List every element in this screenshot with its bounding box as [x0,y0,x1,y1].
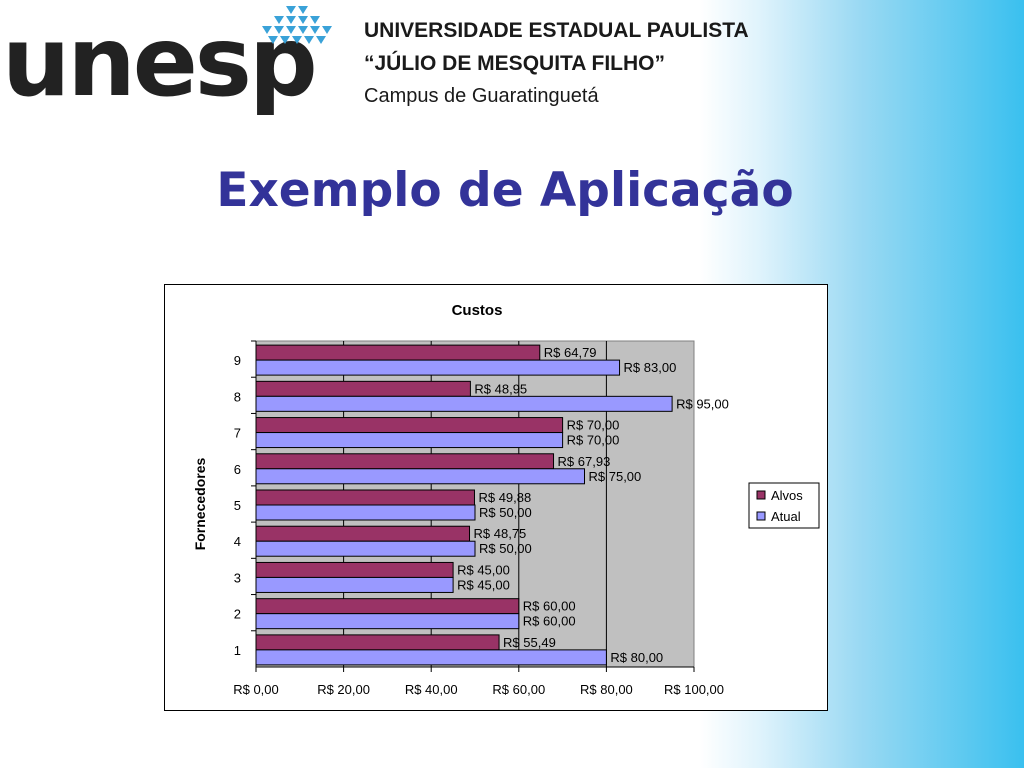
unesp-logo-icon [262,6,332,44]
bar-atual [255,649,607,666]
y-tick-label: 2 [234,607,241,622]
data-label-alvos: R$ 55,49 [503,635,556,650]
bar-alvos [255,561,454,578]
y-tick-label: 9 [234,353,241,368]
chart-container: Custos R$ 0,00 R$ 20,00 R$ 40,00 R$ 60,00 R$ … [164,284,828,711]
y-tick-label: 3 [234,570,241,585]
y-tick-label: 4 [234,534,241,549]
legend-swatch-alvos [756,490,766,500]
bar-atual [255,576,454,593]
x-tick-label: R$ 60,00 [492,682,545,697]
y-axis-title: Fornecedores [192,457,208,550]
bar-alvos [255,525,471,542]
bar-alvos [255,489,475,506]
bar-atual [255,613,520,630]
data-label-alvos: R$ 48,75 [474,526,527,541]
bar-alvos [255,417,564,434]
y-tick-label: 8 [234,389,241,404]
bar-atual [255,359,621,376]
data-label-atual: R$ 83,00 [624,360,677,375]
data-label-alvos: R$ 64,79 [544,345,597,360]
x-tick-label: R$ 40,00 [405,682,458,697]
chart-title: Custos [452,302,503,319]
bar-alvos [255,453,555,470]
university-subtitle: “JÚLIO DE MESQUITA FILHO” [364,52,666,75]
bar-atual [255,540,476,557]
data-label-alvos: R$ 48,95 [474,381,527,396]
data-label-atual: R$ 80,00 [610,650,663,665]
legend-label-alvos: Alvos [771,488,803,503]
data-label-atual: R$ 50,00 [479,505,532,520]
y-tick-label: 7 [234,426,241,441]
data-label-atual: R$ 95,00 [676,396,729,411]
data-label-atual: R$ 60,00 [523,614,576,629]
bar-atual [255,432,564,449]
bar-atual [255,395,673,412]
slide-title: Exemplo de Aplicação [216,163,794,218]
bar-alvos [255,344,541,361]
data-label-alvos: R$ 49,88 [478,490,531,505]
x-tick-label: R$ 80,00 [580,682,633,697]
university-name: UNIVERSIDADE ESTADUAL PAULISTA [364,19,749,42]
data-label-alvos: R$ 60,00 [523,599,576,614]
bar-alvos [255,380,471,397]
data-label-alvos: R$ 67,93 [558,454,611,469]
legend-swatch-atual [756,511,766,521]
x-tick-label: R$ 0,00 [233,682,279,697]
legend-label-atual: Atual [771,509,801,524]
data-label-atual: R$ 50,00 [479,541,532,556]
bar-atual [255,468,585,485]
data-label-alvos: R$ 45,00 [457,562,510,577]
x-tick-label: R$ 100,00 [664,682,724,697]
bar-alvos [255,598,520,615]
bar-alvos [255,634,500,651]
data-label-atual: R$ 75,00 [589,469,642,484]
bar-atual [255,504,476,521]
y-tick-label: 5 [234,498,241,513]
data-label-atual: R$ 70,00 [567,433,620,448]
data-label-alvos: R$ 70,00 [567,418,620,433]
campus-name: Campus de Guaratinguetá [364,85,599,107]
y-tick-label: 1 [234,643,241,658]
x-tick-label: R$ 20,00 [317,682,370,697]
y-tick-label: 6 [234,462,241,477]
data-label-atual: R$ 45,00 [457,577,510,592]
